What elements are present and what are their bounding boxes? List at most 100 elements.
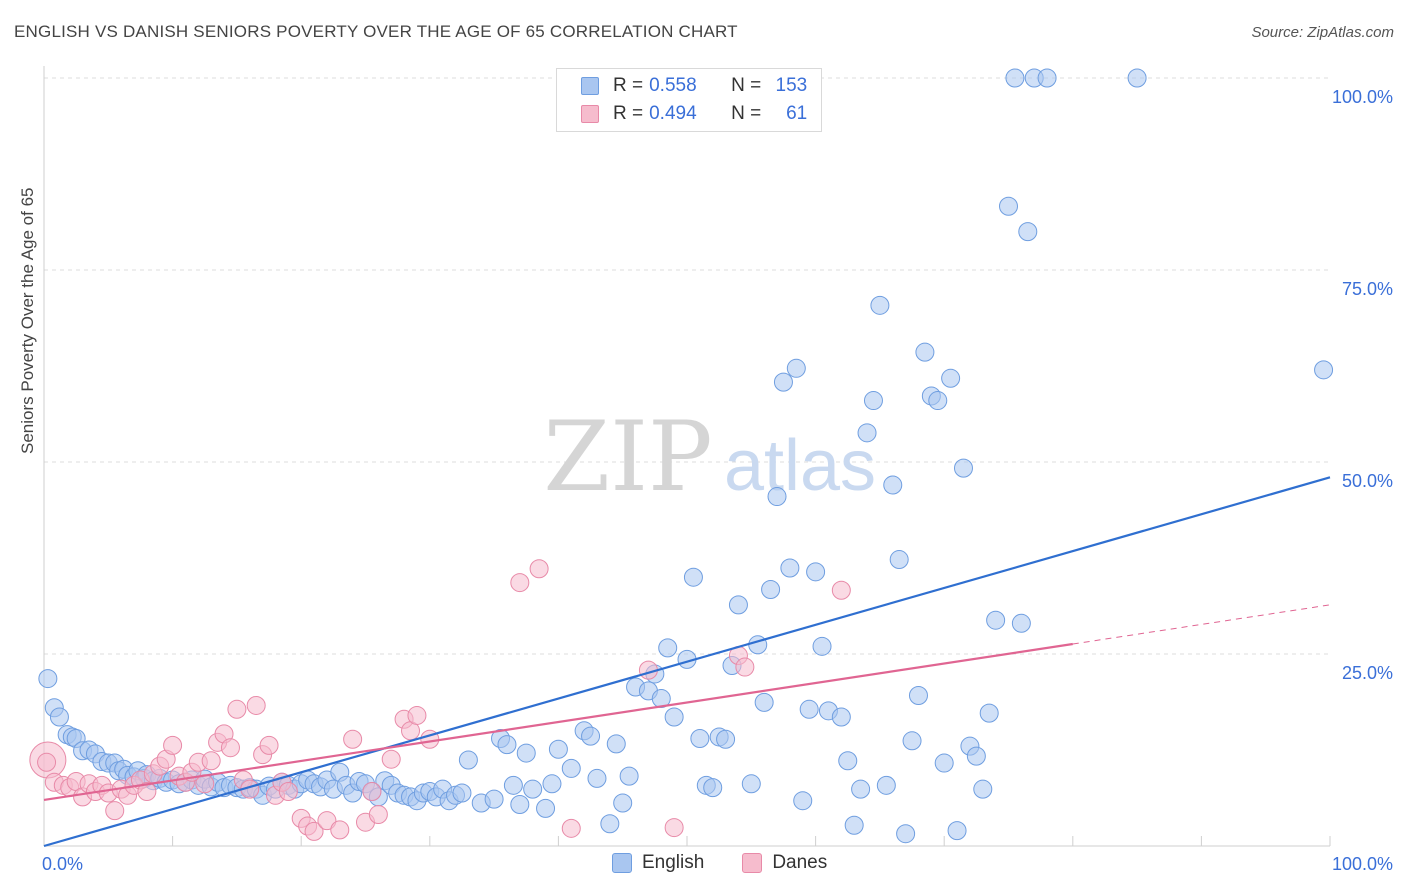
danes-point-25 <box>201 751 221 771</box>
y-tick-label-3: 100.0% <box>1332 87 1393 107</box>
english-point-92 <box>658 638 678 658</box>
english-point-114 <box>812 636 832 656</box>
english-point-133 <box>941 368 961 388</box>
english-point-131 <box>928 391 948 411</box>
english-point-129 <box>915 342 935 362</box>
trendlines <box>43 476 1331 848</box>
danes-point-34 <box>259 735 279 755</box>
english-point-76 <box>523 779 543 799</box>
english-point-105 <box>754 692 774 712</box>
danes-point-53 <box>529 559 549 579</box>
legend-item-english[interactable]: English <box>612 852 704 874</box>
english-point-132 <box>934 753 954 773</box>
english-point-147 <box>1127 68 1147 88</box>
danes-point-41 <box>317 811 337 831</box>
english-point-139 <box>979 703 999 723</box>
english-point-118 <box>844 815 864 835</box>
danes-point-45 <box>362 781 382 801</box>
legend-item-danes[interactable]: Danes <box>742 852 827 874</box>
danes-point-42 <box>330 820 350 840</box>
danes-trendline <box>43 642 1073 802</box>
danes-point-43 <box>343 729 363 749</box>
english-point-91 <box>651 689 671 709</box>
y-tick-labels: 25.0% 50.0% 75.0% 100.0% <box>1332 87 1393 683</box>
danes-point-28 <box>220 738 240 758</box>
danes-point-47 <box>381 749 401 769</box>
danes-point-58 <box>735 657 755 677</box>
stats-row-english: R = 0.558 N = 153 <box>581 73 807 99</box>
danes-point-60 <box>37 752 57 772</box>
english-point-67 <box>452 783 472 803</box>
danes-point-40 <box>304 821 324 841</box>
danes-point-50 <box>407 705 427 725</box>
english-point-113 <box>806 562 826 582</box>
danes-point-56 <box>664 818 684 838</box>
english-point-126 <box>896 824 916 844</box>
english-point-124 <box>883 475 903 495</box>
english-point-111 <box>793 791 813 811</box>
english-trendline <box>43 476 1331 848</box>
english-point-138 <box>973 779 993 799</box>
danes-r-value: 0.494 <box>649 103 697 124</box>
english-n-label: N = <box>731 75 762 96</box>
grid-lines <box>44 77 1330 655</box>
danes-point-52 <box>510 573 530 593</box>
english-point-141 <box>999 196 1018 216</box>
danes-point-10 <box>105 801 125 821</box>
english-point-0 <box>38 669 58 689</box>
english-point-146 <box>1037 68 1057 88</box>
english-r-label: R = <box>613 75 644 96</box>
english-point-74 <box>510 795 530 815</box>
english-point-100 <box>716 729 736 749</box>
english-point-120 <box>857 423 877 443</box>
y-tick-label-0: 25.0% <box>1342 663 1393 683</box>
danes-point-29 <box>227 699 247 719</box>
danes-swatch <box>581 105 599 123</box>
danes-trendline-extension <box>1072 604 1331 645</box>
chart-title: ENGLISH VS DANISH SENIORS POVERTY OVER T… <box>14 22 738 41</box>
english-point-110 <box>786 358 806 378</box>
english-swatch <box>581 77 599 95</box>
stats-row-danes: R = 0.494 N = 61 <box>581 101 807 127</box>
english-point-72 <box>497 735 517 755</box>
english-point-87 <box>619 766 639 786</box>
english-point-86 <box>613 793 633 813</box>
english-point-75 <box>516 743 536 763</box>
legend-danes-swatch <box>742 853 763 873</box>
watermark-atlas: atlas <box>724 426 876 506</box>
legend-english-label: English <box>642 852 705 873</box>
english-point-106 <box>761 579 781 599</box>
english-point-85 <box>606 734 626 754</box>
x-tick-label-0: 0.0% <box>42 854 83 874</box>
english-point-116 <box>831 707 851 727</box>
english-point-73 <box>503 775 523 795</box>
english-point-142 <box>1005 68 1025 88</box>
danes-r-label: R = <box>613 103 644 124</box>
english-point-98 <box>703 778 723 798</box>
english-point-78 <box>542 774 562 794</box>
danes-point-19 <box>163 735 183 755</box>
english-point-95 <box>683 567 703 587</box>
english-point-137 <box>966 746 986 766</box>
english-point-109 <box>780 558 800 578</box>
english-point-144 <box>1018 222 1038 242</box>
danes-point-54 <box>561 818 581 838</box>
english-point-82 <box>581 726 601 746</box>
x-tick-label-1: 100.0% <box>1332 854 1393 874</box>
legend-danes-label: Danes <box>772 852 828 873</box>
english-point-134 <box>947 821 967 841</box>
y-tick-label-2: 75.0% <box>1342 279 1393 299</box>
danes-n-value: 61 <box>786 103 808 124</box>
danes-point-59 <box>831 580 851 600</box>
y-axis-label: Seniors Poverty Over the Age of 65 <box>18 187 37 454</box>
english-point-80 <box>561 758 581 778</box>
english-point-143 <box>1011 613 1031 633</box>
stats-legend: R = 0.558 N = 153 R = 0.494 N = 61 <box>556 68 822 132</box>
danes-points <box>29 559 851 841</box>
danes-n-label: N = <box>731 103 762 124</box>
english-point-125 <box>889 550 909 570</box>
source-credit: Source: ZipAtlas.com <box>1251 24 1394 41</box>
english-point-117 <box>838 751 858 771</box>
english-point-119 <box>851 779 871 799</box>
